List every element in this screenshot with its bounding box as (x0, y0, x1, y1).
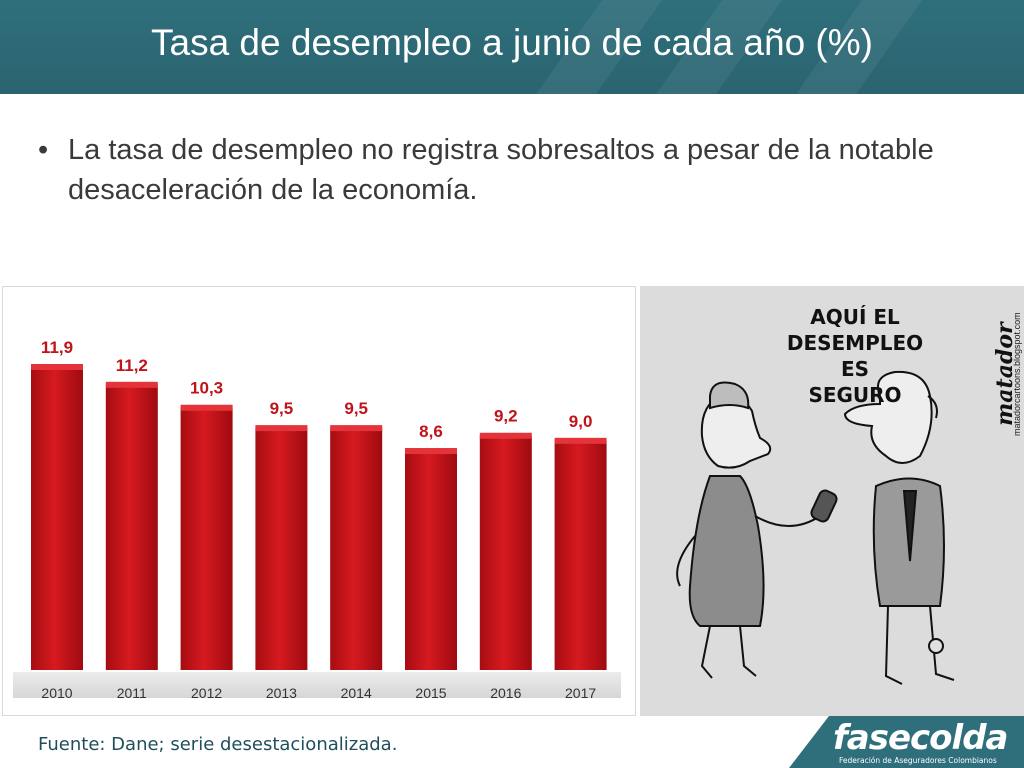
logo-wordmark: fasecolda (833, 718, 1008, 758)
data-label-2013: 9,5 (270, 399, 294, 418)
slide-title: Tasa de desempleo a junio de cada año (%… (151, 22, 873, 63)
data-label-2016: 9,2 (494, 407, 518, 426)
microphone-icon (810, 489, 838, 523)
data-label-2011: 11,2 (116, 356, 148, 375)
x-tick-2012: 2012 (191, 685, 222, 701)
x-tick-2016: 2016 (490, 685, 521, 701)
bar-2011 (105, 384, 158, 670)
source-note: Fuente: Dane; serie desestacionalizada. (38, 734, 398, 755)
caption-line: DESEMPLEO (786, 331, 924, 355)
cartoon-drawing (676, 370, 955, 685)
bullet-point: • La tasa de desempleo no registra sobre… (38, 130, 998, 210)
bar-top-2015 (405, 448, 457, 455)
x-tick-2015: 2015 (415, 685, 446, 701)
caption-line: SEGURO (808, 383, 902, 407)
data-label-2014: 9,5 (344, 399, 368, 418)
bar-top-2014 (330, 425, 383, 432)
fasecolda-logo: fasecolda Federación de Aseguradores Col… (789, 716, 1024, 768)
x-tick-2010: 2010 (41, 685, 72, 701)
caption-line: ES (840, 357, 870, 381)
bar-2017 (554, 440, 607, 670)
bar-top-2012 (180, 404, 233, 411)
bar-2016 (479, 435, 532, 670)
bar-top-2013 (255, 425, 308, 432)
bar-top-2017 (554, 437, 607, 444)
cartoon-image: AQUÍ EL DESEMPLEO ES SEGURO matador mata… (640, 286, 1024, 716)
woman-figure (676, 381, 838, 679)
data-label-2010: 11,9 (41, 338, 73, 357)
cartoon-caption: AQUÍ EL DESEMPLEO ES SEGURO (770, 304, 940, 408)
x-tick-2014: 2014 (341, 685, 372, 701)
logo-subtitle: Federación de Aseguradores Colombianos (839, 756, 997, 765)
slide-header: Tasa de desempleo a junio de cada año (%… (0, 0, 1024, 94)
bar-top-2010 (31, 364, 83, 370)
slide-footer: Fuente: Dane; serie desestacionalizada. … (0, 716, 1024, 768)
data-label-2017: 9,0 (569, 412, 593, 431)
bar-top-2011 (105, 381, 158, 388)
bullet-marker: • (38, 134, 49, 166)
data-label-2015: 8,6 (419, 422, 443, 441)
bar-2014 (330, 428, 383, 670)
cartoonist-url: matadorcartoons.blogspot.com (1012, 312, 1022, 436)
bar-2015 (405, 451, 457, 670)
x-tick-2013: 2013 (266, 685, 297, 701)
data-label-2012: 10,3 (190, 379, 223, 398)
bar-2013 (255, 428, 308, 670)
man-figure (843, 370, 955, 685)
chart-canvas: 11,9 11,2 10,3 9,5 9,5 8,6 9,2 9,0 2010 2011 2012… (13, 302, 621, 701)
caption-line: AQUÍ EL (810, 305, 900, 329)
bar-2012 (180, 407, 233, 670)
x-tick-2017: 2017 (565, 685, 596, 701)
bar-2010 (31, 367, 83, 670)
unemployment-bar-chart: 11,9 11,2 10,3 9,5 9,5 8,6 9,2 9,0 2010 2011 2012… (2, 286, 636, 716)
x-tick-2011: 2011 (117, 685, 147, 701)
chart-floor (13, 672, 621, 698)
bullet-text: La tasa de desempleo no registra sobresa… (68, 134, 934, 206)
bar-top-2016 (479, 432, 532, 439)
